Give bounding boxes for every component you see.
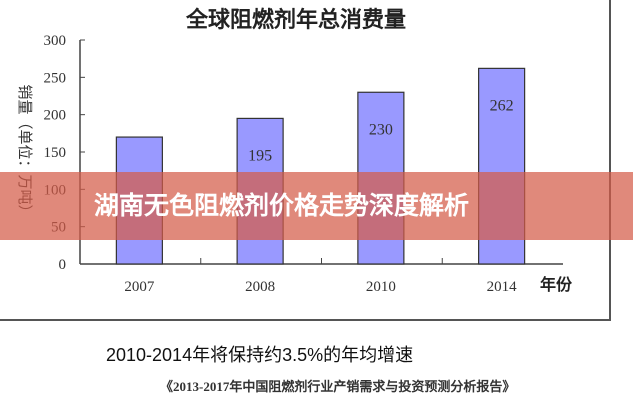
x-tick-label: 2014	[487, 279, 518, 295]
banner-title: 湖南无色阻燃剂价格走势深度解析	[94, 191, 470, 220]
y-tick-label: 150	[44, 145, 67, 161]
x-tick-label: 2010	[366, 279, 396, 295]
y-tick-label: 0	[59, 257, 67, 273]
data-label-2010: 230	[369, 121, 393, 138]
chart-title: 全球阻燃剂年总消费量	[185, 7, 406, 32]
source-citation: 《2013-2017年中国阻燃剂行业产销需求与投资预测分析报告》	[160, 379, 516, 394]
title-banner	[0, 172, 633, 240]
x-tick-label: 2007	[124, 279, 155, 295]
x-tick-label: 2008	[245, 279, 275, 295]
y-tick-label: 250	[44, 70, 67, 86]
data-label-2008: 195	[248, 147, 272, 164]
y-tick-label: 200	[44, 108, 67, 124]
x-axis-label: 年份	[540, 275, 573, 294]
data-label-2014: 262	[490, 97, 514, 114]
growth-note: 2010-2014年将保持约3.5%的年均增速	[106, 345, 414, 365]
chart-frame-right	[609, 0, 611, 321]
y-tick-label: 300	[44, 33, 67, 49]
chart-frame-bottom	[0, 319, 611, 321]
